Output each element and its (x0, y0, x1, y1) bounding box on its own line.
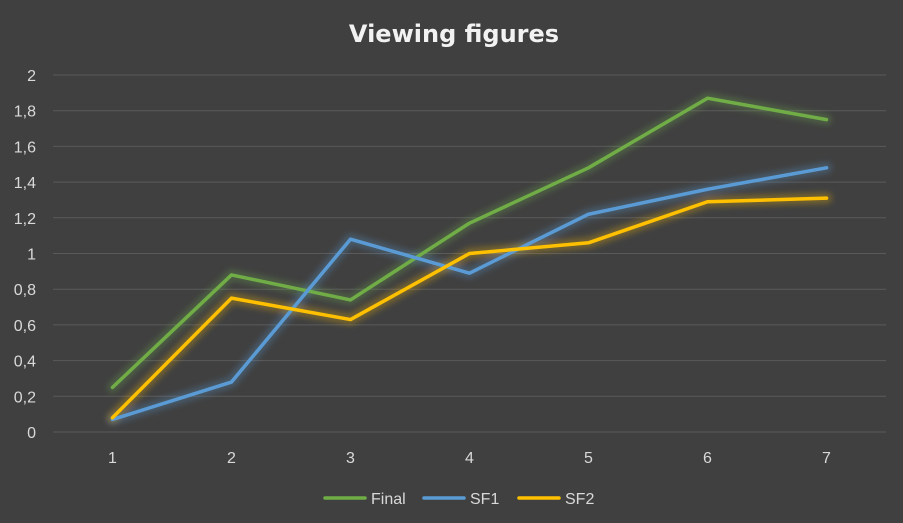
x-tick-label: 6 (703, 450, 712, 467)
series-line-final (110, 96, 829, 390)
series-glow-final (107, 92, 832, 393)
x-tick-label: 7 (822, 450, 831, 467)
y-tick-label: 0,6 (14, 318, 36, 335)
y-tick-label: 2 (27, 68, 36, 85)
x-axis-ticks: 1 2 3 4 5 6 7 (108, 450, 831, 467)
y-tick-label: 1,2 (14, 211, 36, 228)
y-tick-label: 0,4 (14, 354, 36, 371)
legend-label-final: Final (371, 491, 406, 508)
chart-title: Viewing figures (349, 20, 559, 48)
y-tick-label: 1 (27, 247, 36, 264)
legend-label-sf1: SF1 (470, 491, 499, 508)
legend-label-sf2: SF2 (565, 491, 594, 508)
y-tick-label: 0,2 (14, 389, 36, 406)
x-tick-label: 5 (584, 450, 593, 467)
y-tick-label: 1,4 (14, 175, 36, 192)
y-tick-label: 0 (27, 425, 36, 442)
series-line-sf1 (110, 166, 829, 422)
x-tick-label: 3 (346, 450, 355, 467)
series-lines (110, 96, 829, 422)
x-tick-label: 1 (108, 450, 117, 467)
x-tick-label: 2 (227, 450, 236, 467)
y-tick-label: 0,8 (14, 282, 36, 299)
y-axis-ticks: 0 0,2 0,4 0,6 0,8 1 1,2 1,4 1,6 1,8 2 (14, 68, 36, 442)
y-tick-label: 1,8 (14, 104, 36, 121)
x-tick-label: 4 (465, 450, 474, 467)
legend: Final SF1 SF2 (323, 491, 594, 508)
series-line-sf2 (110, 196, 829, 420)
y-tick-label: 1,6 (14, 139, 36, 156)
